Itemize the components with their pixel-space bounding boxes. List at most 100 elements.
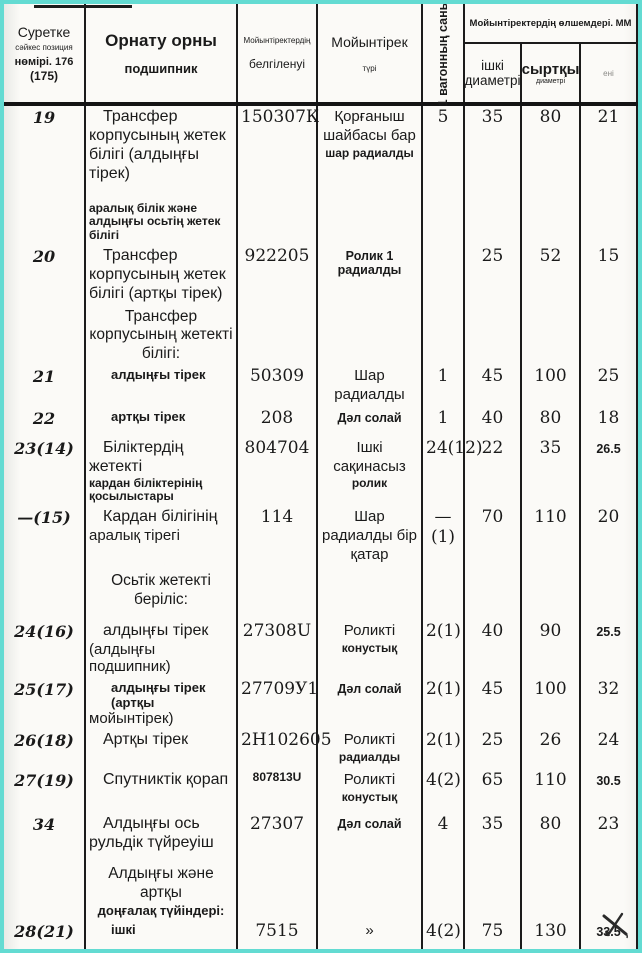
designation-cell: 208 xyxy=(238,406,318,437)
designation-value: 804704 xyxy=(244,437,310,458)
location-cell: алдыңғы тірек (алдыңғы подшипник) xyxy=(86,620,238,678)
header-dimensions-subcolumns: ішкі диаметрі сыртқы диаметрі ені xyxy=(465,42,636,102)
position-cell: 29(20) xyxy=(4,945,86,949)
inner-dia-value: 75 xyxy=(481,920,504,941)
table-row: 27(19) Спутниктік қорап 807813U Роликті кону… xyxy=(4,769,638,814)
qty-value: 4(2) xyxy=(426,770,461,791)
width-value: 32 xyxy=(597,678,620,699)
type-text: Роликті xyxy=(343,771,396,789)
outer-dia-value: 110 xyxy=(534,770,567,791)
type-text: Ролик 1 радиалды xyxy=(337,248,402,277)
position-cell xyxy=(4,305,86,366)
location-cell: алдыңғы тірек xyxy=(86,365,238,407)
bearing-type-cell xyxy=(318,305,423,366)
table-row: 23(14) Біліктердің жетекті кардан біліктер… xyxy=(4,436,638,507)
qty-per-vehicle-cell: 2(1) xyxy=(423,677,465,730)
bearing-type-cell: Дәл солай xyxy=(318,677,423,730)
width-cell xyxy=(581,305,638,366)
designation-cell xyxy=(238,570,318,621)
bearing-type-cell: Шар радиалды бір қатар xyxy=(318,506,423,571)
inner-dia-cell: 25 xyxy=(465,244,522,306)
outer-dia-cell: 80 xyxy=(522,106,581,245)
qty-per-vehicle-cell: —(1) xyxy=(423,506,465,571)
location-cell: Артқы тірек xyxy=(86,729,238,770)
table-row: 21 алдыңғы тірек 50309 Шар радиалды 1 45 100 25 xyxy=(4,365,638,407)
inner-dia-cell: 45 xyxy=(465,677,522,730)
outer-dia-value: 80 xyxy=(539,407,562,428)
header-designation-column: Мойынтіректердің белгіленуі xyxy=(238,4,318,102)
header-type-column: Мойынтірек түрі xyxy=(318,4,423,102)
outer-dia-cell: 100 xyxy=(522,365,581,407)
bearing-type-cell: Дәл солай xyxy=(318,406,423,437)
table-row: 19 Трансфер корпусының жетек білігі (алды… xyxy=(4,106,638,245)
width-cell: 26.5 xyxy=(581,436,638,507)
header-text: Орнату орны xyxy=(105,30,217,50)
position-cell: 27(19) xyxy=(4,769,86,814)
bearing-type-cell: Қорғаныш шайбасы бар шар радиалды xyxy=(318,106,423,245)
width-cell xyxy=(581,863,638,920)
outer-dia-cell: 90 xyxy=(522,620,581,678)
location-cell: артқы тірек xyxy=(86,406,238,437)
qty-value: 4(2) xyxy=(426,920,461,941)
table-row: 22 артқы тірек 208 Дәл солай 1 40 80 18 xyxy=(4,406,638,437)
position-number: 23(14) xyxy=(14,438,74,458)
outer-dia-value: 80 xyxy=(539,107,562,127)
header-text: Мойынтірек xyxy=(331,33,408,50)
section-row: Алдыңғы және артқы доңғалақ түйіндері: xyxy=(4,863,638,920)
type-text: Дәл солай xyxy=(337,817,402,832)
designation-cell xyxy=(238,305,318,366)
qty-per-vehicle-cell: 4(2) xyxy=(423,919,465,946)
inner-dia-value: 45 xyxy=(481,366,504,387)
outer-dia-cell: 110 xyxy=(522,769,581,814)
designation-cell: 27308U xyxy=(238,620,318,678)
table-row: —(15) Кардан білігінің аралық тірегі 114 Шар… xyxy=(4,506,638,571)
width-cell: 25 xyxy=(581,365,638,407)
width-cell xyxy=(581,570,638,621)
table-row: 20 Трансфер корпусының жетек білігі (артқ… xyxy=(4,244,638,306)
inner-dia-value: 22 xyxy=(481,437,504,458)
table-row: 26(18) Артқы тірек 2Н102605 Роликті радиалды… xyxy=(4,729,638,770)
header-location-column: Орнату орны подшипник xyxy=(86,4,238,102)
header-text: сәйкес позиция xyxy=(15,42,73,52)
qty-per-vehicle-cell: 4(2) xyxy=(423,769,465,814)
header-outer-dia-column: сыртқы диаметрі xyxy=(522,44,581,102)
designation-value: 922205 xyxy=(244,245,310,266)
position-cell: 20 xyxy=(4,244,86,306)
width-cell: 33.5 xyxy=(581,919,638,946)
position-cell: —(15) xyxy=(4,506,86,571)
table-body: 19 Трансфер корпусының жетек білігі (алды… xyxy=(4,106,638,949)
outer-dia-cell: 110 xyxy=(522,945,581,949)
inner-dia-cell: 65 xyxy=(465,945,522,949)
designation-cell: 2Н102605 xyxy=(238,729,332,770)
bearing-type-cell: » xyxy=(318,919,423,946)
location-subtext: мойынтірек) xyxy=(89,710,174,728)
width-cell: 15 xyxy=(581,244,638,306)
width-value: 30.5 xyxy=(584,948,633,949)
type-text: » xyxy=(321,948,418,949)
table-row: 29(20) сыртқы 807813К1(807913У)» 4(2) 65 110 3… xyxy=(4,945,638,949)
table-row: 24(16) алдыңғы тірек (алдыңғы подшипник) 27… xyxy=(4,620,638,678)
qty-per-vehicle-cell: 5 xyxy=(423,106,465,245)
designation-cell: 804704 xyxy=(238,436,318,507)
bearing-type-cell: Роликті конустық xyxy=(318,769,423,814)
outer-dia-value: 100 xyxy=(534,366,567,387)
inner-dia-value: 35 xyxy=(481,107,504,127)
qty-value: —(1) xyxy=(430,507,456,547)
qty-per-vehicle-cell: 2(1) xyxy=(423,729,465,770)
position-number: 24(16) xyxy=(14,622,74,642)
outer-dia-cell: 35 xyxy=(522,436,581,507)
bearing-type-cell: » xyxy=(318,945,423,949)
type-text: Роликті xyxy=(343,731,396,749)
inner-dia-cell: 45 xyxy=(465,365,522,407)
designation-cell: 27709У1 xyxy=(238,677,319,730)
qty-per-vehicle-cell xyxy=(423,244,465,306)
section-row: Осьтік жетекті беріліс: xyxy=(4,570,638,621)
outer-dia-value: 90 xyxy=(539,621,562,642)
designation-value: 27709У1 xyxy=(241,678,319,699)
location-text: Трансфер корпусының жетек білігі (артқы … xyxy=(89,246,226,302)
inner-dia-cell xyxy=(465,305,522,366)
qty-value: 2(1) xyxy=(426,678,461,699)
designation-cell: 922205 xyxy=(238,244,318,306)
inner-dia-value: 65 xyxy=(481,770,504,791)
outer-dia-value: 130 xyxy=(534,920,567,941)
